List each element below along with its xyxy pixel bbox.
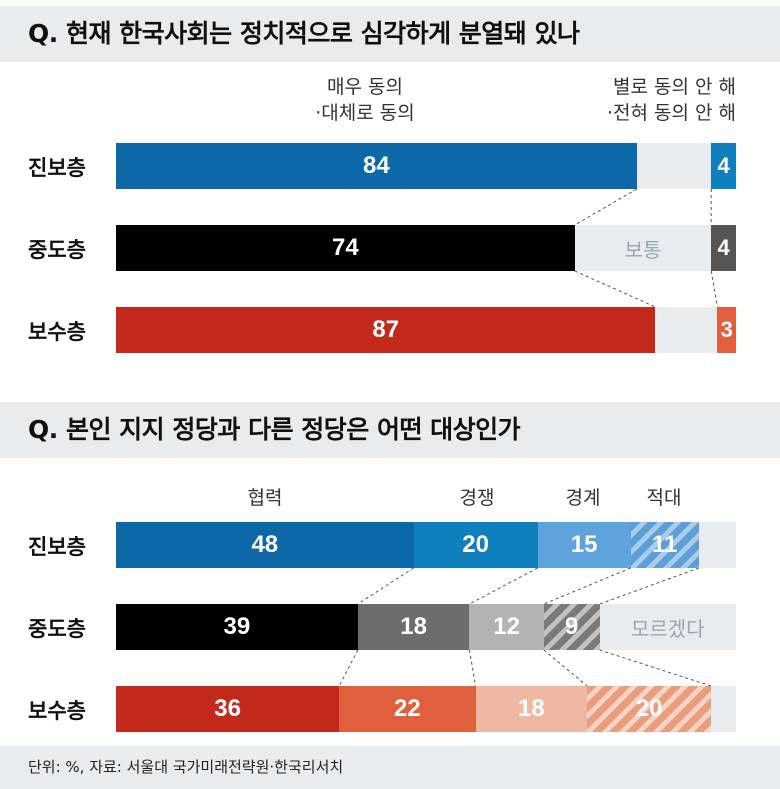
connector-line <box>543 567 631 605</box>
connector-line <box>710 270 718 308</box>
chart1-legend-agree: 매우 동의 ·대체로 동의 <box>290 74 440 126</box>
chart2-legend-caution: 경계 <box>565 487 601 509</box>
row-label: 중도층 <box>28 617 86 641</box>
chart1-legend-agree-line2: ·대체로 동의 <box>315 102 415 124</box>
bar-hostility: 11 <box>630 522 699 568</box>
connector-line <box>574 188 638 226</box>
footer: 단위: %, 자료: 서울대 국가미래전략원·한국리서치 <box>0 746 780 789</box>
connector-line <box>543 649 588 687</box>
bar-agree: 74 <box>116 225 575 271</box>
bar-caution: 15 <box>537 522 631 568</box>
bar-caution: 18 <box>475 686 588 732</box>
chart1-legend-disagree-line2: ·전혀 동의 안 해 <box>606 102 736 124</box>
connector-line <box>599 649 712 687</box>
bar-disagree: 3 <box>717 307 736 353</box>
bar-cooperation: 36 <box>116 686 340 732</box>
connector-line <box>599 567 699 605</box>
bar-cooperation: 48 <box>116 522 414 568</box>
bar-competition: 18 <box>357 604 470 650</box>
row-label: 중도층 <box>28 238 86 262</box>
bar-competition: 22 <box>339 686 476 732</box>
bar-hostility: 9 <box>543 604 600 650</box>
connector-line <box>357 567 414 605</box>
neutral-label: 보통 <box>624 237 662 262</box>
bar-agree: 87 <box>116 307 656 353</box>
footer-source: 단위: %, 자료: 서울대 국가미래전략원·한국리서치 <box>28 758 344 776</box>
bar-disagree: 4 <box>711 143 736 189</box>
connector-line <box>574 270 656 308</box>
row-label: 보수층 <box>28 699 86 723</box>
row-label: 보수층 <box>28 320 86 344</box>
bar-cooperation: 39 <box>116 604 358 650</box>
bar-caution: 12 <box>469 604 544 650</box>
bar-competition: 20 <box>413 522 538 568</box>
chart1-title-bar: Q. 현재 한국사회는 정치적으로 심각하게 분열돼 있나 <box>0 6 780 62</box>
connector-line <box>338 649 359 687</box>
chart2-legend-hostility: 적대 <box>646 487 682 509</box>
unknown-label: 모르겠다 <box>630 616 705 641</box>
chart1-title: Q. 현재 한국사회는 정치적으로 심각하게 분열돼 있나 <box>28 19 580 48</box>
connector-line <box>468 649 477 687</box>
row-label: 진보층 <box>28 156 86 180</box>
chart2-legend-cooperation: 협력 <box>247 487 283 509</box>
bar-agree: 84 <box>116 143 637 189</box>
connector-line <box>469 567 538 605</box>
chart2-title: Q. 본인 지지 정당과 다른 정당은 어떤 대상인가 <box>28 415 521 444</box>
chart2-title-bar: Q. 본인 지지 정당과 다른 정당은 어떤 대상인가 <box>0 402 780 458</box>
bar-hostility: 20 <box>587 686 712 732</box>
bar-disagree: 4 <box>711 225 736 271</box>
chart1-legend-disagree: 별로 동의 안 해 ·전혀 동의 안 해 <box>586 74 736 126</box>
chart2-legend-competition: 경쟁 <box>459 487 495 509</box>
chart1-legend-agree-line1: 매우 동의 <box>327 76 403 98</box>
row-label: 진보층 <box>28 535 86 559</box>
chart1-legend-disagree-line1: 별로 동의 안 해 <box>613 76 736 98</box>
